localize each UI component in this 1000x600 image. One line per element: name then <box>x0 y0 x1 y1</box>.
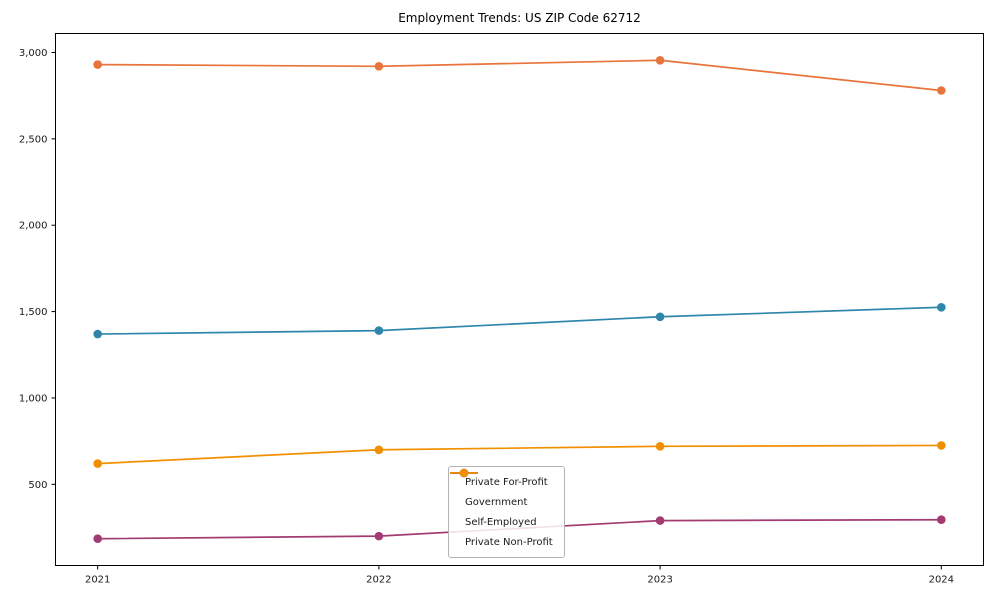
y-tick-label: 2,500 <box>19 134 48 145</box>
legend-label: Private For-Profit <box>465 476 548 488</box>
series-line <box>96 306 943 335</box>
series-marker <box>937 302 946 312</box>
chart-title: Employment Trends: US ZIP Code 62712 <box>398 11 641 25</box>
series-line <box>96 59 943 92</box>
series-marker <box>93 329 102 339</box>
series-marker <box>655 55 665 65</box>
legend-label: Private Non-Profit <box>465 536 553 548</box>
series-marker <box>655 516 665 525</box>
series-marker <box>374 326 384 335</box>
series-marker <box>655 312 665 322</box>
series-marker <box>93 534 102 544</box>
x-tick-label: 2024 <box>929 575 954 586</box>
legend-swatch-icon <box>450 468 478 478</box>
legend-label: Self-Employed <box>465 516 537 528</box>
x-tick-label: 2023 <box>647 575 672 586</box>
series-marker <box>93 459 102 468</box>
series-marker <box>937 86 946 95</box>
series-marker <box>655 442 665 451</box>
x-tick-label: 2022 <box>366 575 391 586</box>
x-tick-label: 2021 <box>85 575 110 586</box>
y-tick-label: 1,000 <box>19 393 48 404</box>
series-marker <box>93 60 102 69</box>
series-marker <box>937 441 946 450</box>
legend: Private For-Profit Government Self-Employe… <box>448 466 565 558</box>
series-marker <box>374 531 384 541</box>
plot-frame <box>55 33 984 566</box>
series-marker <box>937 515 946 525</box>
legend-item: Self-Employed <box>450 468 553 532</box>
legend-item: Government <box>450 468 553 512</box>
y-tick-label: 500 <box>28 480 47 491</box>
legend-label: Government <box>465 496 528 508</box>
series-marker <box>374 445 384 455</box>
y-tick-label: 2,000 <box>19 221 48 232</box>
legend-item: Private Non-Profit <box>450 468 553 552</box>
series-line <box>96 444 943 465</box>
y-tick-label: 3,000 <box>19 48 48 59</box>
y-tick-label: 1,500 <box>19 307 48 318</box>
series-marker <box>374 62 384 71</box>
